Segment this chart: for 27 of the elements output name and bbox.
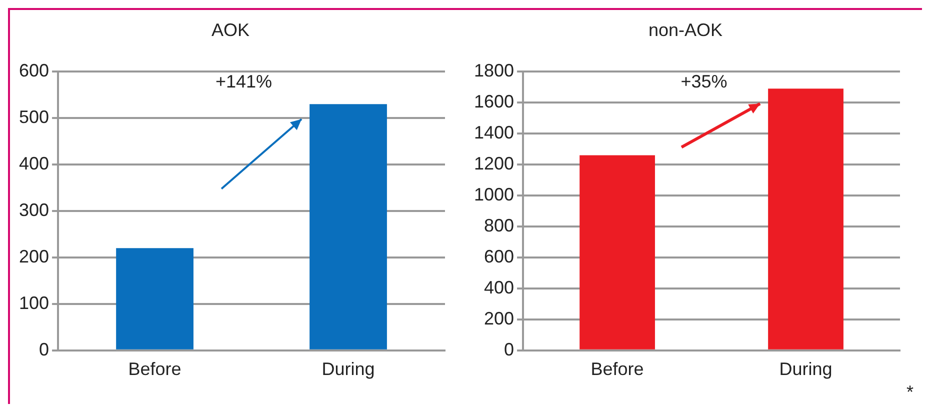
y-tick-label: 600 <box>18 60 50 81</box>
y-tick-label: 200 <box>18 246 50 266</box>
annotation: +141% <box>215 72 272 92</box>
y-tick-label: 1200 <box>474 154 514 174</box>
y-tick-label: 1400 <box>474 122 514 143</box>
y-tick-label: 400 <box>484 277 514 298</box>
x-tick-label: Before <box>590 359 644 380</box>
y-tick-label: 1600 <box>474 92 514 112</box>
chart-title: AOK <box>211 20 250 40</box>
x-tick-label: Before <box>128 359 182 380</box>
x-tick-label: During <box>322 359 375 380</box>
y-tick-label: 400 <box>18 154 50 174</box>
y-tick-label: 0 <box>504 339 514 360</box>
y-tick-label: 0 <box>39 339 50 360</box>
y-tick-label: 1000 <box>474 184 514 204</box>
annotation: +35% <box>680 72 728 92</box>
text: * <box>906 382 914 402</box>
y-tick-label: 100 <box>18 292 50 313</box>
y-tick-label: 1800 <box>474 60 514 81</box>
page-frame: AOK Before During 0 100 200 300 400 500 600 +141% non-AOK Before During 0 200 400 600 800 1000 1200 1400 1600 1800 +35% * <box>8 8 922 404</box>
y-tick-label: 800 <box>484 215 514 236</box>
y-tick-label: 600 <box>484 246 514 266</box>
y-tick-label: 300 <box>18 200 50 220</box>
y-tick-label: 200 <box>484 308 514 328</box>
y-tick-label: 500 <box>18 107 50 128</box>
x-tick-label: During <box>779 359 832 380</box>
chart-title: non-AOK <box>648 20 723 40</box>
